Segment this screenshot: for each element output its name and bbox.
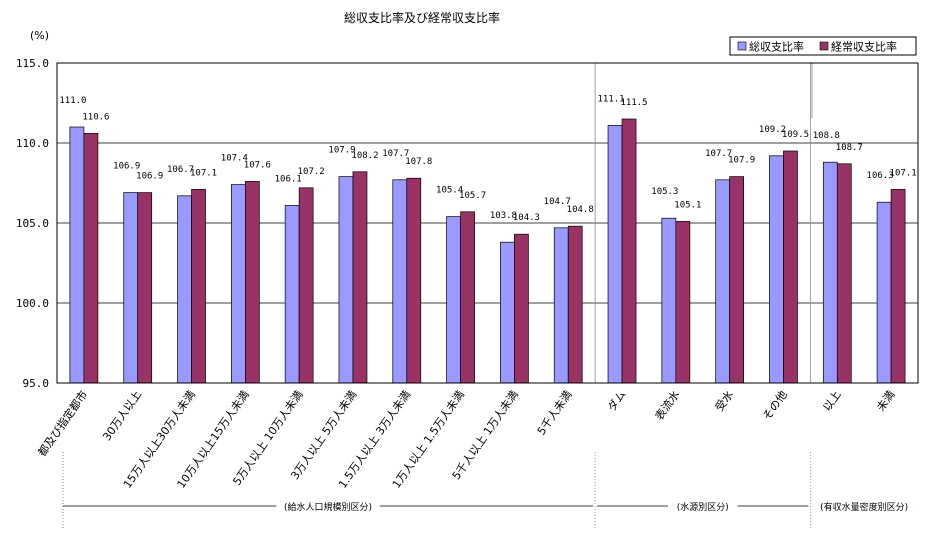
- data-label: 108.2: [351, 151, 378, 161]
- bar-ordinary-ratio: [460, 211, 475, 384]
- category-groups: (給水人口規模別区分) (水源別区分) (有収水量密度別区分): [63, 501, 916, 513]
- data-label: 105.1: [674, 200, 701, 210]
- legend-label: 総収支比率: [749, 40, 804, 54]
- plot-frame: [56, 62, 919, 384]
- data-label: 109.5: [782, 130, 809, 140]
- data-label: 107.1: [190, 168, 217, 178]
- bar-total-ratio: [338, 176, 354, 384]
- data-label: 107.7: [382, 149, 409, 159]
- data-label: 111.1: [597, 94, 624, 104]
- data-labels: 111.0110.6106.9106.9106.7107.1107.4107.6…: [59, 94, 916, 223]
- data-label: 107.1: [890, 168, 917, 178]
- bar-ordinary-ratio: [298, 187, 314, 384]
- bar-total-ratio: [123, 192, 139, 384]
- data-label: 104.7: [544, 197, 571, 207]
- bar-ordinary-ratio: [244, 181, 260, 384]
- data-label: 105.7: [459, 191, 486, 201]
- x-tick-label: 未満: [874, 388, 897, 413]
- data-label: 111.5: [620, 98, 647, 108]
- bar-total-ratio: [876, 201, 892, 384]
- bar-total-ratio: [392, 179, 408, 384]
- bar-ordinary-ratio: [83, 133, 99, 384]
- data-label: 107.8: [405, 157, 432, 167]
- bar-total-ratio: [446, 216, 461, 384]
- data-label: 106.1: [275, 174, 302, 184]
- axes: [56, 62, 919, 384]
- data-label: 106.9: [113, 162, 140, 172]
- x-tick-label: 30万人以上: [100, 388, 144, 443]
- x-tick-label: 表流水: [652, 388, 682, 423]
- x-tick-label: その他: [760, 388, 790, 422]
- bar-total-ratio: [822, 161, 838, 384]
- bar-ordinary-ratio: [729, 176, 745, 384]
- bar-ordinary-ratio: [783, 150, 798, 384]
- y-tick-label: 105.0: [16, 217, 49, 230]
- bar-ordinary-ratio: [836, 163, 852, 384]
- data-label: 107.4: [221, 154, 248, 164]
- bar-total-ratio: [500, 241, 515, 384]
- data-label: 107.9: [328, 146, 355, 156]
- bar-total-ratio: [177, 195, 192, 384]
- data-label: 106.3: [867, 171, 894, 181]
- data-label: 106.9: [136, 172, 163, 182]
- x-tick-label: ダム: [604, 388, 628, 414]
- legend-swatch: [737, 41, 747, 51]
- data-label: 108.7: [836, 143, 863, 153]
- y-tick-label: 115.0: [16, 57, 49, 70]
- bar-ordinary-ratio: [514, 233, 529, 384]
- data-label: 111.0: [59, 96, 86, 106]
- group-separators: [62, 63, 813, 528]
- data-label: 110.6: [82, 112, 109, 122]
- data-label: 107.2: [298, 167, 325, 177]
- bar-total-ratio: [715, 179, 731, 384]
- data-label: 104.3: [513, 213, 540, 223]
- data-label: 105.4: [436, 186, 463, 196]
- data-label: 104.8: [567, 205, 594, 215]
- y-axis-label: (%): [30, 29, 49, 42]
- legend-swatch: [819, 41, 829, 51]
- legend: 総収支比率 経常収支比率: [729, 36, 917, 56]
- legend-label: 経常収支比率: [831, 40, 897, 54]
- bar-total-ratio: [661, 217, 677, 384]
- data-label: 107.9: [728, 156, 755, 166]
- bar-ordinary-ratio: [890, 189, 906, 384]
- y-tick-labels: 95.0 100.0 105.0 110.0 115.0: [16, 57, 49, 390]
- chart-title: 総収支比率及び経常収支比率: [344, 10, 500, 25]
- x-tick-label: 都及び指定都市: [35, 388, 91, 459]
- data-label: 108.8: [813, 131, 840, 141]
- data-label: 109.2: [759, 125, 786, 135]
- data-label: 105.3: [651, 187, 678, 197]
- group-label: (水源別区分): [677, 501, 729, 513]
- data-label: 106.7: [167, 165, 194, 175]
- data-label: 107.6: [244, 160, 271, 170]
- bar-ordinary-ratio: [567, 225, 583, 384]
- bar-ordinary-ratio: [352, 171, 368, 384]
- bar-ordinary-ratio: [406, 177, 422, 384]
- y-tick-label: 100.0: [16, 297, 49, 310]
- bar-ordinary-ratio: [191, 189, 206, 384]
- bar-ordinary-ratio: [621, 118, 637, 384]
- bar-total-ratio: [553, 227, 569, 384]
- bar-total-ratio: [769, 155, 784, 384]
- bar-total-ratio: [230, 184, 246, 384]
- y-tick-label: 95.0: [23, 377, 50, 390]
- x-tick-label: 以上: [820, 388, 843, 413]
- x-tick-label: 5千人未満: [535, 388, 575, 437]
- bar-total-ratio: [69, 126, 85, 384]
- bar-ordinary-ratio: [137, 192, 153, 384]
- x-tick-label: 受水: [713, 388, 736, 413]
- group-label: (給水人口規模別区分): [284, 501, 372, 513]
- bar-ordinary-ratio: [675, 221, 691, 384]
- data-label: 103.8: [490, 211, 517, 221]
- bar-total-ratio: [607, 125, 623, 384]
- data-label: 107.7: [705, 149, 732, 159]
- bars: [69, 118, 906, 384]
- bar-total-ratio: [284, 205, 300, 384]
- y-tick-label: 110.0: [16, 137, 49, 150]
- x-tick-labels: 都及び指定都市 30万人以上15万人以上30万人未満10万人以上15万人未満5万人…: [35, 388, 898, 491]
- group-label: (有収水量密度別区分): [820, 501, 908, 513]
